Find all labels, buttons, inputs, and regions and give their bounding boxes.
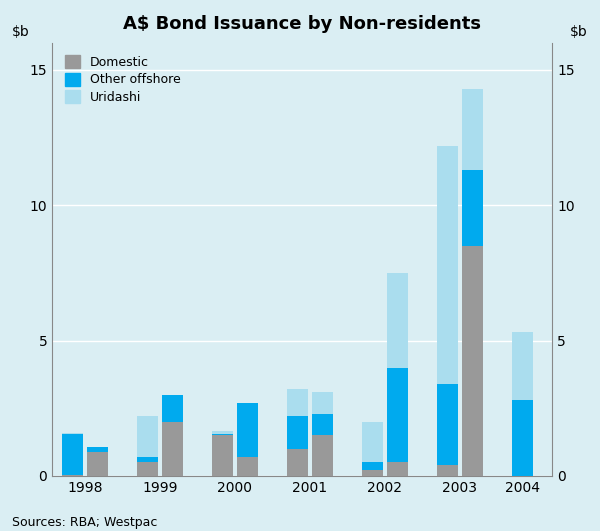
Bar <box>387 463 408 476</box>
Bar <box>387 367 408 463</box>
Bar <box>62 434 83 475</box>
Bar <box>237 457 258 476</box>
Bar <box>137 457 158 463</box>
Bar <box>362 470 383 476</box>
Text: $b: $b <box>12 24 30 39</box>
Bar <box>462 246 483 476</box>
Bar <box>462 170 483 246</box>
Title: A$ Bond Issuance by Non-residents: A$ Bond Issuance by Non-residents <box>124 15 481 33</box>
Bar <box>137 463 158 476</box>
Bar <box>62 475 83 476</box>
Bar <box>287 449 308 476</box>
Bar <box>212 434 233 435</box>
Bar <box>437 145 458 384</box>
Text: $b: $b <box>570 24 587 39</box>
Bar <box>287 416 308 449</box>
Bar <box>312 414 333 435</box>
Bar <box>312 392 333 414</box>
Legend: Domestic, Other offshore, Uridashi: Domestic, Other offshore, Uridashi <box>58 49 187 110</box>
Bar <box>437 465 458 476</box>
Bar <box>212 431 233 434</box>
Bar <box>512 332 533 400</box>
Bar <box>162 395 183 422</box>
Bar <box>362 463 383 470</box>
Bar <box>137 416 158 457</box>
Bar <box>62 433 83 434</box>
Bar <box>237 403 258 457</box>
Bar <box>87 448 108 451</box>
Bar <box>87 451 108 476</box>
Bar <box>387 273 408 367</box>
Bar <box>312 435 333 476</box>
Bar <box>212 435 233 476</box>
Bar <box>437 384 458 465</box>
Text: Sources: RBA; Westpac: Sources: RBA; Westpac <box>12 516 157 529</box>
Bar <box>362 422 383 463</box>
Bar <box>462 89 483 170</box>
Bar <box>287 389 308 416</box>
Bar <box>512 400 533 476</box>
Bar <box>162 422 183 476</box>
